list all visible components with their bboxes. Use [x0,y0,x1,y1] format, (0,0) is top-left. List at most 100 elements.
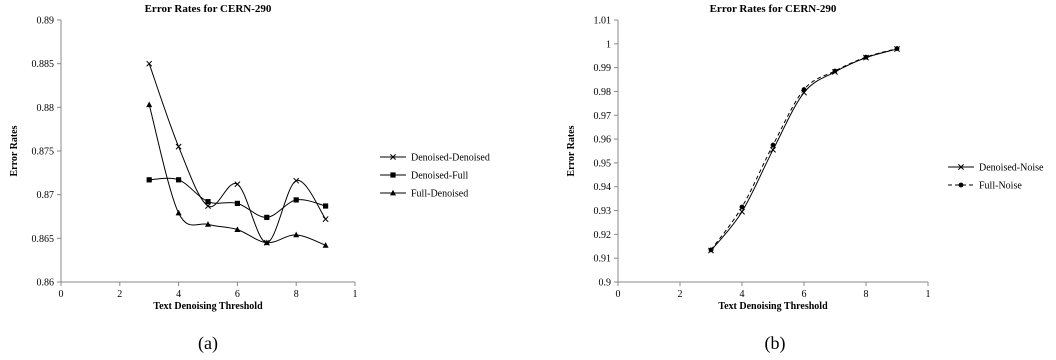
data-point-b [770,146,776,153]
legend-marker [390,189,396,196]
data-point [322,216,329,223]
series-line [710,48,898,251]
y-tick-label: 0.865 [32,234,55,245]
data-point [176,177,182,183]
data-point [801,87,807,92]
figure-caption: (a) [198,333,218,354]
legend: Denoised-Denoised Denoised-Full Full-Denoi… [380,153,490,200]
legend-label: Full-Denoised [411,189,468,200]
x-tick-label: 4 [740,289,745,300]
y-tick-label: 1.01 [594,16,612,27]
y-tick-label: 0.875 [32,147,55,158]
data-point [739,204,745,210]
chart-title: Error Rates for CERN-290 [710,3,837,15]
x-tick-label: 8 [294,289,299,300]
data-point-b [175,143,182,150]
data-point [264,214,270,220]
data-point [146,177,152,183]
y-axis-label: Error Rates [566,125,577,176]
legend-marker [958,182,964,188]
chart-b: Error Rates for CERN-290 0.9 0.91 0.92 0.93 0… [566,3,1044,354]
x-tick-label: 6 [235,289,240,300]
series-line [148,104,326,246]
y-tick-label: 0.87 [37,190,55,201]
y-tick-label: 0.99 [594,63,612,74]
series-line [710,48,898,251]
y-tick-label: 0.88 [37,103,55,114]
x-tick-label: 0 [59,289,64,300]
y-tick-label: 0.95 [594,158,612,169]
legend-marker [390,172,396,178]
y-axis-label: Error Rates [9,125,20,176]
x-tick-label: 2 [117,289,122,300]
data-point [323,203,329,209]
chart-a: Error Rates for CERN-290 0.86 0.865 0.87 0.8… [9,3,490,354]
series-denoised-denoised [146,60,329,246]
data-point [175,209,182,216]
data-point-b [293,177,300,184]
x-tick-label: 1 [926,289,931,300]
data-point [205,199,211,205]
x-tick-label: 2 [678,289,683,300]
series-line [148,63,327,244]
legend-marker-b [958,164,964,170]
x-axis-label: Text Denoising Threshold [153,301,263,312]
y-tick-label: 0.96 [594,135,612,146]
data-point [234,181,241,188]
figure-caption: (b) [765,333,786,354]
data-point-b [739,208,745,215]
y-tick-label: 0.89 [37,16,55,27]
y-tick-label: 0.885 [32,59,55,70]
x-tick-label: 4 [176,289,181,300]
legend-item: Full-Noise [948,181,1022,192]
data-point [263,239,270,246]
x-tick-label: 6 [802,289,807,300]
y-tick-label: 0.93 [594,206,612,217]
y-tick-label: 0.92 [594,230,612,241]
legend-item: Denoised-Denoised [380,153,490,164]
legend-label: Denoised-Noise [979,163,1044,174]
data-point [146,101,153,108]
x-tick-label: 0 [616,289,621,300]
y-tick-label: 0.98 [594,87,612,98]
y-tick-label: 0.97 [594,111,612,122]
y-tick-label: 0.94 [594,182,612,193]
y-tick-label: 0.9 [599,278,612,289]
data-point [293,177,300,184]
data-point [205,221,211,227]
series-full-denoised [146,101,329,248]
series-full-noise [708,46,900,253]
data-point-b [205,203,211,209]
y-tick-label: 1 [606,39,611,50]
data-point [894,46,900,51]
y-tick-label: 0.91 [594,254,612,265]
data-point [832,68,838,74]
series-denoised-noise [708,46,900,254]
data-point [293,231,300,238]
data-point [146,60,153,67]
data-point [708,247,714,253]
x-tick-label: 1 [353,289,358,300]
chart-title: Error Rates for CERN-290 [145,3,272,15]
data-point [175,143,182,150]
legend-item: Full-Denoised [380,189,468,200]
data-point-b [234,181,241,188]
x-tick-label: 8 [864,289,869,300]
legend-label: Denoised-Denoised [411,153,490,164]
data-point-b [322,216,329,223]
legend-item: Denoised-Noise [948,163,1044,174]
y-tick-label: 0.86 [37,278,55,289]
x-axis-label: Text Denoising Threshold [718,301,828,312]
data-point-b [146,60,153,67]
data-point [234,200,240,206]
legend: Denoised-Noise Full-Noise [948,163,1044,192]
data-point [863,54,869,60]
legend-marker-b [390,154,396,160]
legend-marker [390,154,396,160]
legend-label: Full-Noise [979,181,1022,192]
data-point [770,142,776,148]
legend-label: Denoised-Full [411,171,468,182]
data-point [322,242,329,248]
data-point [770,146,776,153]
